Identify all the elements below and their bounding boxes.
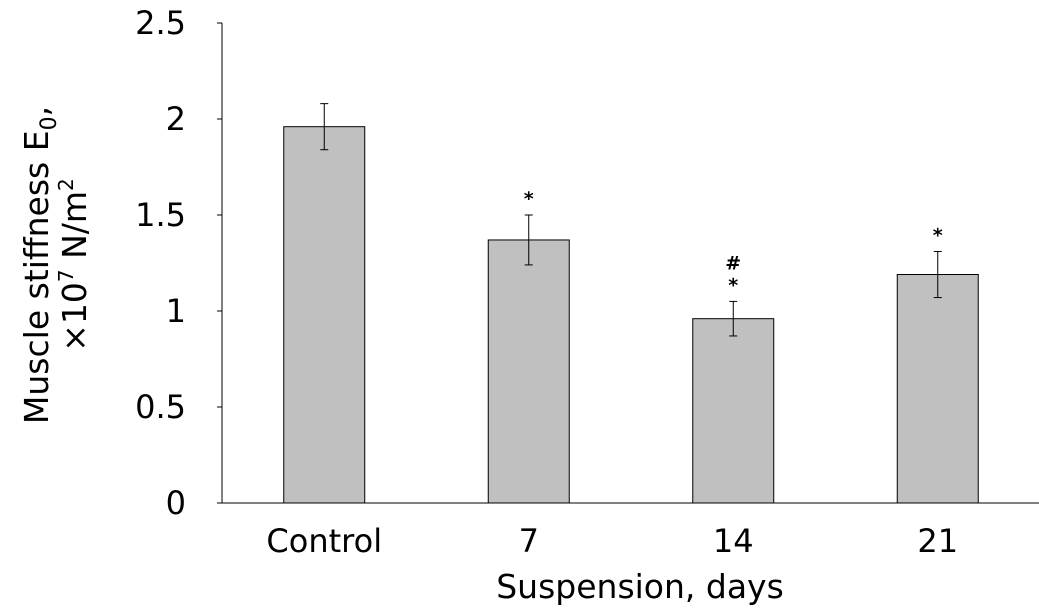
x-tick-label: Control — [266, 522, 382, 560]
y-axis-title-line1: Muscle stiffness E — [17, 130, 56, 424]
error-bar — [524, 214, 533, 266]
y-tick-label: 2 — [166, 100, 186, 138]
y-axis-title-line2-suffix: N/m — [55, 191, 94, 269]
x-axis-tick-labels: Control 7 14 21 — [266, 522, 958, 560]
x-tick-label: 7 — [519, 522, 539, 560]
y-axis-title-line2-superscript2: 2 — [54, 178, 78, 191]
svg-text:×107 N/m2: ×107 N/m2 — [54, 178, 94, 352]
significance-asterisk: * — [524, 188, 534, 210]
error-bars — [320, 103, 942, 337]
error-bar — [320, 103, 329, 151]
significance-marks: **#* — [524, 188, 943, 296]
x-tick-label: 14 — [713, 522, 754, 560]
y-tick-label: 1 — [166, 292, 186, 330]
y-tick-label: 0 — [166, 484, 186, 522]
bar — [283, 126, 366, 504]
x-axis-title: Suspension, days — [496, 567, 784, 606]
significance-hash: # — [725, 252, 741, 274]
significance-asterisk: * — [728, 274, 738, 296]
error-bar — [729, 300, 738, 337]
y-axis-title-line1-subscript: 0 — [37, 116, 62, 130]
y-axis-ticks: 0 0.5 1 1.5 2 2.5 — [135, 4, 222, 522]
bar — [896, 274, 979, 504]
y-axis-title: Muscle stiffness E0, ×107 N/m2 — [17, 106, 94, 424]
y-axis-title-line2: ×10 — [55, 282, 94, 352]
bar — [692, 318, 775, 504]
bars — [283, 126, 979, 504]
x-tick-label: 21 — [917, 522, 958, 560]
significance-asterisk: * — [933, 224, 943, 246]
y-axis-title-line2-superscript: 7 — [54, 269, 78, 282]
error-bar — [933, 250, 942, 299]
y-tick-label: 2.5 — [135, 4, 186, 42]
svg-text:Muscle stiffness E0,: Muscle stiffness E0, — [17, 106, 62, 424]
bar — [487, 239, 570, 504]
y-tick-label: 0.5 — [135, 388, 186, 426]
y-tick-label: 1.5 — [135, 196, 186, 234]
y-axis-title-line1-suffix: , — [17, 106, 56, 117]
